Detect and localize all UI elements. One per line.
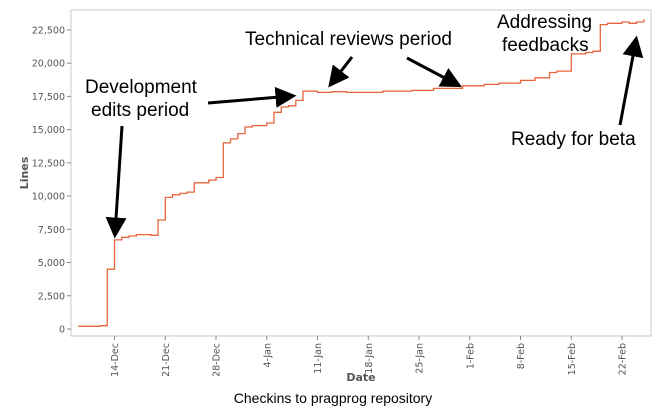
annotation-ready-for-beta-label: Ready for beta [511, 129, 636, 150]
x-tick-label: 14-Dec [110, 343, 121, 377]
chart-caption: Checkins to pragprog repository [234, 390, 432, 406]
plot-frame [70, 9, 652, 337]
y-tick-label: 12,500 [32, 158, 65, 169]
y-tick-label: 20,000 [32, 59, 65, 70]
y-tick-label: 5,000 [38, 258, 65, 269]
annotation-development: Development edits period [85, 77, 297, 239]
arrow-development-right [207, 86, 297, 108]
x-tick-label: 15-Feb [567, 343, 578, 375]
annotation-technical-reviews: Technical reviews period [245, 29, 462, 88]
x-tick-label: 11-Jan [313, 343, 324, 374]
y-tick-label: 7,500 [38, 225, 65, 236]
annotation-addressing-line1: Addressing [497, 12, 592, 33]
annotation-development-line1: Development [85, 77, 198, 98]
arrow-technical-left [328, 56, 354, 88]
y-tick-label: 0 [59, 325, 65, 336]
x-tick-label: 4-Jan [262, 343, 273, 368]
y-tick-label: 15,000 [32, 125, 65, 136]
annotation-technical-reviews-label: Technical reviews period [245, 29, 452, 50]
x-tick-label: 22-Feb [618, 343, 629, 375]
x-tick-label: 21-Dec [161, 343, 172, 377]
y-axis: 0 2,500 5,000 7,500 10,000 12,500 15,000 17,500… [32, 25, 71, 336]
annotation-addressing-line2: feedbacks [502, 35, 589, 56]
y-axis-title: Lines [18, 156, 31, 189]
y-tick-label: 10,000 [32, 192, 65, 203]
arrow-development-down [105, 125, 127, 239]
y-tick-label: 17,500 [32, 92, 65, 103]
x-axis: 14-Dec 21-Dec 28-Dec 4-Jan 11-Jan 18-Jan 25-Ja… [110, 336, 629, 377]
x-tick-label: 28-Dec [212, 343, 223, 377]
y-tick-label: 2,500 [38, 291, 65, 302]
x-tick-label: 8-Feb [516, 343, 527, 369]
annotation-addressing-feedbacks: Addressing feedbacks [497, 12, 592, 56]
x-tick-label: 18-Jan [364, 343, 375, 374]
series-line [78, 19, 645, 327]
x-tick-label: 1-Feb [465, 343, 476, 369]
annotation-development-line2: edits period [91, 100, 189, 121]
y-tick-label: 22,500 [32, 25, 65, 36]
arrow-ready-for-beta [618, 35, 644, 126]
arrow-technical-right [406, 56, 462, 88]
x-axis-title: Date [346, 371, 375, 384]
x-tick-label: 25-Jan [415, 343, 426, 374]
annotation-ready-for-beta: Ready for beta [511, 35, 644, 150]
